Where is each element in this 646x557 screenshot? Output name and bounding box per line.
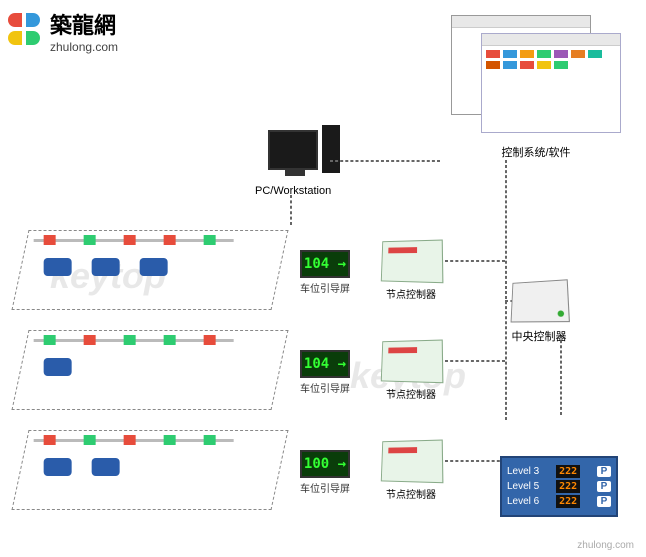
outdoor-display-row: Level 5 222 P xyxy=(507,480,611,493)
parking-zone xyxy=(11,430,288,510)
pc-workstation: PC/Workstation xyxy=(255,130,331,197)
parking-sensor xyxy=(84,435,96,445)
car-icon xyxy=(92,458,120,476)
pc-tower-icon xyxy=(322,125,340,173)
central-controller: 中央控制器 xyxy=(510,280,568,344)
parking-sensor xyxy=(124,235,136,245)
parking-sensor xyxy=(164,435,176,445)
level-count: 222 xyxy=(556,465,580,478)
sensor-rail xyxy=(34,339,234,342)
logo-icon xyxy=(8,13,44,49)
parking-sensor xyxy=(44,335,56,345)
monitor-icon xyxy=(268,130,318,170)
parking-zone xyxy=(11,230,288,310)
node-controller xyxy=(381,240,444,284)
parking-sensor xyxy=(204,235,216,245)
wire xyxy=(445,360,505,362)
guidance-display: 104 → xyxy=(300,350,350,378)
guidance-display-label: 车位引导屏 xyxy=(300,380,350,395)
parking-sensor xyxy=(84,335,96,345)
pc-label: PC/Workstation xyxy=(255,185,331,197)
outdoor-display-row: Level 6 222 P xyxy=(507,495,611,508)
car-icon xyxy=(44,358,72,376)
parking-sensor xyxy=(204,435,216,445)
parking-sensor xyxy=(164,335,176,345)
level-label: Level 5 xyxy=(507,481,539,492)
node-controller xyxy=(381,440,444,484)
central-controller-icon xyxy=(511,279,570,322)
node-controller-label: 节点控制器 xyxy=(380,486,442,501)
node-controller-label: 节点控制器 xyxy=(380,386,442,401)
parking-zone xyxy=(11,330,288,410)
parking-sensor xyxy=(44,435,56,445)
sensor-rail xyxy=(34,239,234,242)
car-icon xyxy=(44,258,72,276)
software-window-front xyxy=(481,33,621,133)
parking-sensor xyxy=(124,335,136,345)
parking-sensor xyxy=(124,435,136,445)
node-controller-label: 节点控制器 xyxy=(380,286,442,301)
parking-sensor xyxy=(84,235,96,245)
level-count: 222 xyxy=(556,480,580,493)
parking-icon: P xyxy=(597,466,611,477)
wire xyxy=(445,460,505,462)
wire xyxy=(445,260,505,262)
wire xyxy=(330,160,440,162)
level-label: Level 6 xyxy=(507,496,539,507)
outdoor-display: Level 3 222 P Level 5 222 P Level 6 222 P xyxy=(500,456,618,517)
parking-sensor xyxy=(44,235,56,245)
car-icon xyxy=(92,258,120,276)
logo-title: 築龍網 xyxy=(50,8,118,40)
level-label: Level 3 xyxy=(507,466,539,477)
control-software: 控制系统/软件 xyxy=(451,15,621,160)
car-icon xyxy=(140,258,168,276)
software-label: 控制系统/软件 xyxy=(451,144,621,160)
page-watermark: zhulong.com xyxy=(577,540,634,551)
level-count: 222 xyxy=(556,495,580,508)
node-controller xyxy=(381,340,444,384)
parking-sensor xyxy=(204,335,216,345)
parking-icon: P xyxy=(597,496,611,507)
guidance-display-label: 车位引导屏 xyxy=(300,480,350,495)
central-controller-label: 中央控制器 xyxy=(510,328,568,344)
sensor-rail xyxy=(34,439,234,442)
wire xyxy=(560,335,562,415)
wire xyxy=(505,160,507,420)
guidance-display: 104 → xyxy=(300,250,350,278)
parking-sensor xyxy=(164,235,176,245)
outdoor-display-row: Level 3 222 P xyxy=(507,465,611,478)
parking-icon: P xyxy=(597,481,611,492)
logo-subtitle: zhulong.com xyxy=(50,40,118,54)
guidance-display-label: 车位引导屏 xyxy=(300,280,350,295)
car-icon xyxy=(44,458,72,476)
guidance-display: 100 → xyxy=(300,450,350,478)
wire xyxy=(290,195,292,225)
site-logo: 築龍網 zhulong.com xyxy=(8,8,118,54)
